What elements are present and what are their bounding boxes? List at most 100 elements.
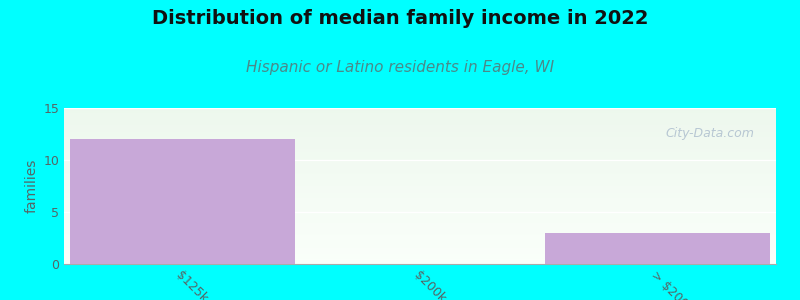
Bar xyxy=(64,111,776,112)
Bar xyxy=(64,128,776,129)
Bar xyxy=(64,253,776,254)
Bar xyxy=(64,250,776,251)
Bar xyxy=(64,176,776,177)
Bar xyxy=(64,171,776,172)
Bar xyxy=(64,236,776,237)
Y-axis label: families: families xyxy=(25,159,39,213)
Bar xyxy=(64,202,776,203)
Bar xyxy=(64,167,776,168)
Bar xyxy=(64,257,776,258)
Bar xyxy=(64,248,776,249)
Bar xyxy=(64,225,776,226)
Bar xyxy=(64,202,776,203)
Bar xyxy=(64,120,776,121)
Bar xyxy=(64,161,776,162)
Bar xyxy=(64,201,776,202)
Bar xyxy=(64,230,776,231)
Bar xyxy=(64,190,776,191)
Bar xyxy=(64,211,776,212)
Bar xyxy=(64,215,776,216)
Bar xyxy=(64,154,776,155)
Bar xyxy=(64,188,776,189)
Bar xyxy=(64,114,776,115)
Bar xyxy=(64,131,776,132)
Bar xyxy=(64,126,776,127)
Bar xyxy=(64,242,776,243)
Bar xyxy=(64,159,776,160)
Bar xyxy=(64,185,776,186)
Bar xyxy=(64,177,776,178)
Bar xyxy=(64,117,776,118)
Bar xyxy=(64,260,776,261)
Bar xyxy=(64,153,776,154)
Bar xyxy=(64,199,776,200)
Bar xyxy=(64,258,776,259)
Bar xyxy=(64,122,776,123)
Bar xyxy=(64,127,776,128)
Bar xyxy=(64,262,776,263)
Bar xyxy=(64,240,776,241)
Bar xyxy=(64,166,776,167)
Bar xyxy=(64,238,776,239)
Bar xyxy=(64,151,776,152)
Bar xyxy=(64,119,776,120)
Bar xyxy=(64,220,776,221)
Bar xyxy=(64,189,776,190)
Bar xyxy=(64,232,776,233)
Bar xyxy=(64,155,776,156)
Bar xyxy=(64,130,776,131)
Bar xyxy=(64,149,776,150)
Bar xyxy=(64,200,776,201)
Bar xyxy=(64,123,776,124)
Bar xyxy=(64,197,776,198)
Bar xyxy=(64,160,776,161)
Bar xyxy=(64,140,776,141)
Bar xyxy=(64,207,776,208)
Bar xyxy=(64,209,776,210)
Bar xyxy=(64,150,776,151)
Bar xyxy=(64,163,776,164)
Bar xyxy=(64,234,776,235)
Bar xyxy=(64,152,776,153)
Bar xyxy=(64,134,776,135)
Text: Hispanic or Latino residents in Eagle, WI: Hispanic or Latino residents in Eagle, W… xyxy=(246,60,554,75)
Bar xyxy=(64,143,776,144)
Bar xyxy=(64,173,776,174)
Text: City-Data.com: City-Data.com xyxy=(666,127,754,140)
Bar xyxy=(64,164,776,165)
Bar xyxy=(64,213,776,214)
Bar xyxy=(64,255,776,256)
Bar xyxy=(64,186,776,187)
Bar xyxy=(64,181,776,182)
Bar xyxy=(64,124,776,125)
Bar xyxy=(64,165,776,166)
Bar xyxy=(64,187,776,188)
Bar xyxy=(64,135,776,136)
Bar xyxy=(64,180,776,181)
Bar xyxy=(64,156,776,157)
Bar xyxy=(64,241,776,242)
Bar xyxy=(64,210,776,211)
Bar xyxy=(64,246,776,247)
Bar xyxy=(64,223,776,224)
Bar xyxy=(64,183,776,184)
Bar xyxy=(64,214,776,215)
Bar xyxy=(64,244,776,245)
Bar xyxy=(64,193,776,194)
Bar xyxy=(64,141,776,142)
Bar xyxy=(64,206,776,207)
Bar xyxy=(64,184,776,185)
Bar xyxy=(64,115,776,116)
Bar xyxy=(64,157,776,158)
Bar xyxy=(64,121,776,122)
Bar xyxy=(64,118,776,119)
Bar xyxy=(64,204,776,205)
Bar xyxy=(64,216,776,217)
Bar xyxy=(64,191,776,192)
Bar xyxy=(64,169,776,170)
Bar xyxy=(64,144,776,145)
Bar xyxy=(64,229,776,230)
Bar xyxy=(64,147,776,148)
Bar xyxy=(64,116,776,117)
Bar xyxy=(64,221,776,222)
